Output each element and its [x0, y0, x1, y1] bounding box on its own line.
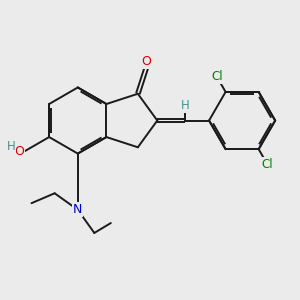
Text: N: N	[73, 203, 83, 216]
Text: H: H	[7, 140, 15, 153]
Text: H: H	[181, 99, 190, 112]
Text: Cl: Cl	[262, 158, 273, 171]
Text: O: O	[14, 145, 24, 158]
Text: Cl: Cl	[211, 70, 223, 83]
Text: O: O	[142, 55, 152, 68]
